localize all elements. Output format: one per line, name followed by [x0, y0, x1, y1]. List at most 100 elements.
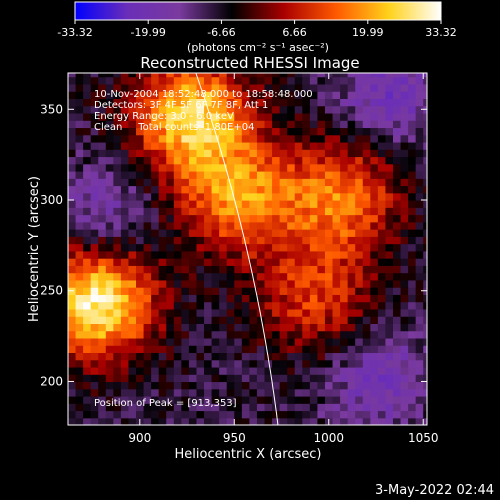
heatmap-cell	[234, 192, 243, 201]
heatmap-cell	[302, 279, 311, 288]
heatmap-cell	[120, 120, 130, 129]
heatmap-cell	[377, 250, 387, 259]
heatmap-cell	[158, 316, 167, 324]
heatmap-cell	[408, 185, 417, 194]
heatmap-cell	[392, 156, 402, 165]
heatmap-cell	[287, 76, 296, 85]
heatmap-cell	[158, 250, 167, 259]
heatmap-cell	[68, 236, 77, 245]
heatmap-image	[68, 73, 427, 425]
heatmap-cell	[370, 120, 379, 129]
heatmap-cell	[83, 178, 92, 187]
heatmap-cell	[128, 366, 137, 375]
heatmap-cell	[75, 294, 84, 303]
heatmap-cell	[256, 345, 266, 354]
heatmap-cell	[83, 134, 92, 143]
heatmap-cell	[249, 243, 258, 252]
heatmap-cell	[317, 120, 326, 129]
heatmap-cell	[181, 149, 190, 158]
heatmap-cell	[128, 156, 137, 165]
heatmap-cell	[385, 388, 394, 397]
heatmap-cell	[340, 330, 349, 339]
heatmap-cell	[241, 388, 250, 397]
heatmap-cell	[128, 287, 137, 295]
heatmap-cell	[128, 323, 137, 332]
heatmap-cell	[309, 352, 319, 361]
heatmap-cell	[166, 381, 175, 390]
heatmap-cell	[385, 236, 394, 245]
heatmap-cell	[226, 308, 235, 317]
heatmap-cell	[219, 388, 228, 397]
heatmap-cell	[181, 388, 190, 397]
heatmap-cell	[158, 214, 167, 223]
heatmap-cell	[264, 279, 273, 288]
heatmap-cell	[234, 265, 243, 274]
heatmap-cell	[302, 381, 311, 390]
heatmap-cell	[332, 323, 341, 332]
heatmap-cell	[272, 316, 281, 324]
heatmap-cell	[324, 308, 334, 317]
heatmap-cell	[324, 374, 334, 383]
heatmap-cell	[362, 381, 371, 390]
heatmap-cell	[158, 105, 167, 114]
heatmap-cell	[264, 134, 273, 143]
heatmap-cell	[120, 265, 130, 274]
heatmap-cell	[151, 141, 160, 150]
heatmap-cell	[90, 112, 99, 121]
heatmap-cell	[272, 272, 281, 281]
heatmap-cell	[370, 308, 379, 317]
heatmap-cell	[151, 352, 160, 361]
heatmap-cell	[355, 294, 364, 303]
heatmap-cell	[211, 417, 220, 425]
heatmap-cell	[143, 200, 152, 208]
heatmap-cell	[173, 279, 182, 288]
heatmap-cell	[302, 98, 311, 107]
heatmap-cell	[408, 141, 417, 150]
heatmap-cell	[294, 156, 303, 165]
heatmap-cell	[113, 163, 122, 172]
heatmap-cell	[83, 359, 92, 368]
heatmap-cell	[113, 359, 122, 368]
heatmap-cell	[128, 243, 137, 252]
heatmap-cell	[309, 308, 319, 317]
heatmap-cell	[105, 170, 114, 179]
heatmap-cell	[173, 91, 182, 100]
heatmap-cell	[158, 410, 167, 419]
heatmap-cell	[370, 170, 379, 179]
heatmap-cell	[423, 170, 427, 179]
heatmap-cell	[377, 229, 387, 237]
heatmap-cell	[158, 185, 167, 194]
heatmap-cell	[309, 76, 319, 85]
heatmap-cell	[385, 229, 394, 237]
heatmap-cell	[181, 229, 190, 237]
heatmap-cell	[173, 345, 182, 354]
heatmap-cell	[264, 330, 273, 339]
heatmap-cell	[204, 337, 213, 346]
heatmap-cell	[98, 192, 107, 201]
heatmap-cell	[120, 395, 130, 404]
heatmap-cell	[98, 120, 107, 129]
heatmap-cell	[143, 417, 152, 425]
heatmap-cell	[309, 229, 319, 237]
heatmap-cell	[166, 127, 175, 136]
heatmap-cell	[370, 279, 379, 288]
heatmap-cell	[196, 236, 205, 245]
heatmap-cell	[113, 337, 122, 346]
heatmap-cell	[400, 417, 409, 425]
heatmap-cell	[377, 337, 387, 346]
heatmap-cell	[98, 337, 107, 346]
heatmap-cell	[392, 163, 402, 172]
heatmap-cell	[188, 127, 198, 136]
heatmap-cell	[324, 105, 334, 114]
heatmap-cell	[272, 83, 281, 92]
heatmap-cell	[219, 178, 228, 187]
heatmap-cell	[211, 76, 220, 85]
heatmap-cell	[211, 214, 220, 223]
heatmap-cell	[362, 374, 371, 383]
heatmap-cell	[241, 236, 250, 245]
heatmap-cell	[143, 352, 152, 361]
heatmap-cell	[309, 345, 319, 354]
heatmap-cell	[204, 170, 213, 179]
heatmap-cell	[188, 395, 198, 404]
heatmap-cell	[355, 287, 364, 295]
